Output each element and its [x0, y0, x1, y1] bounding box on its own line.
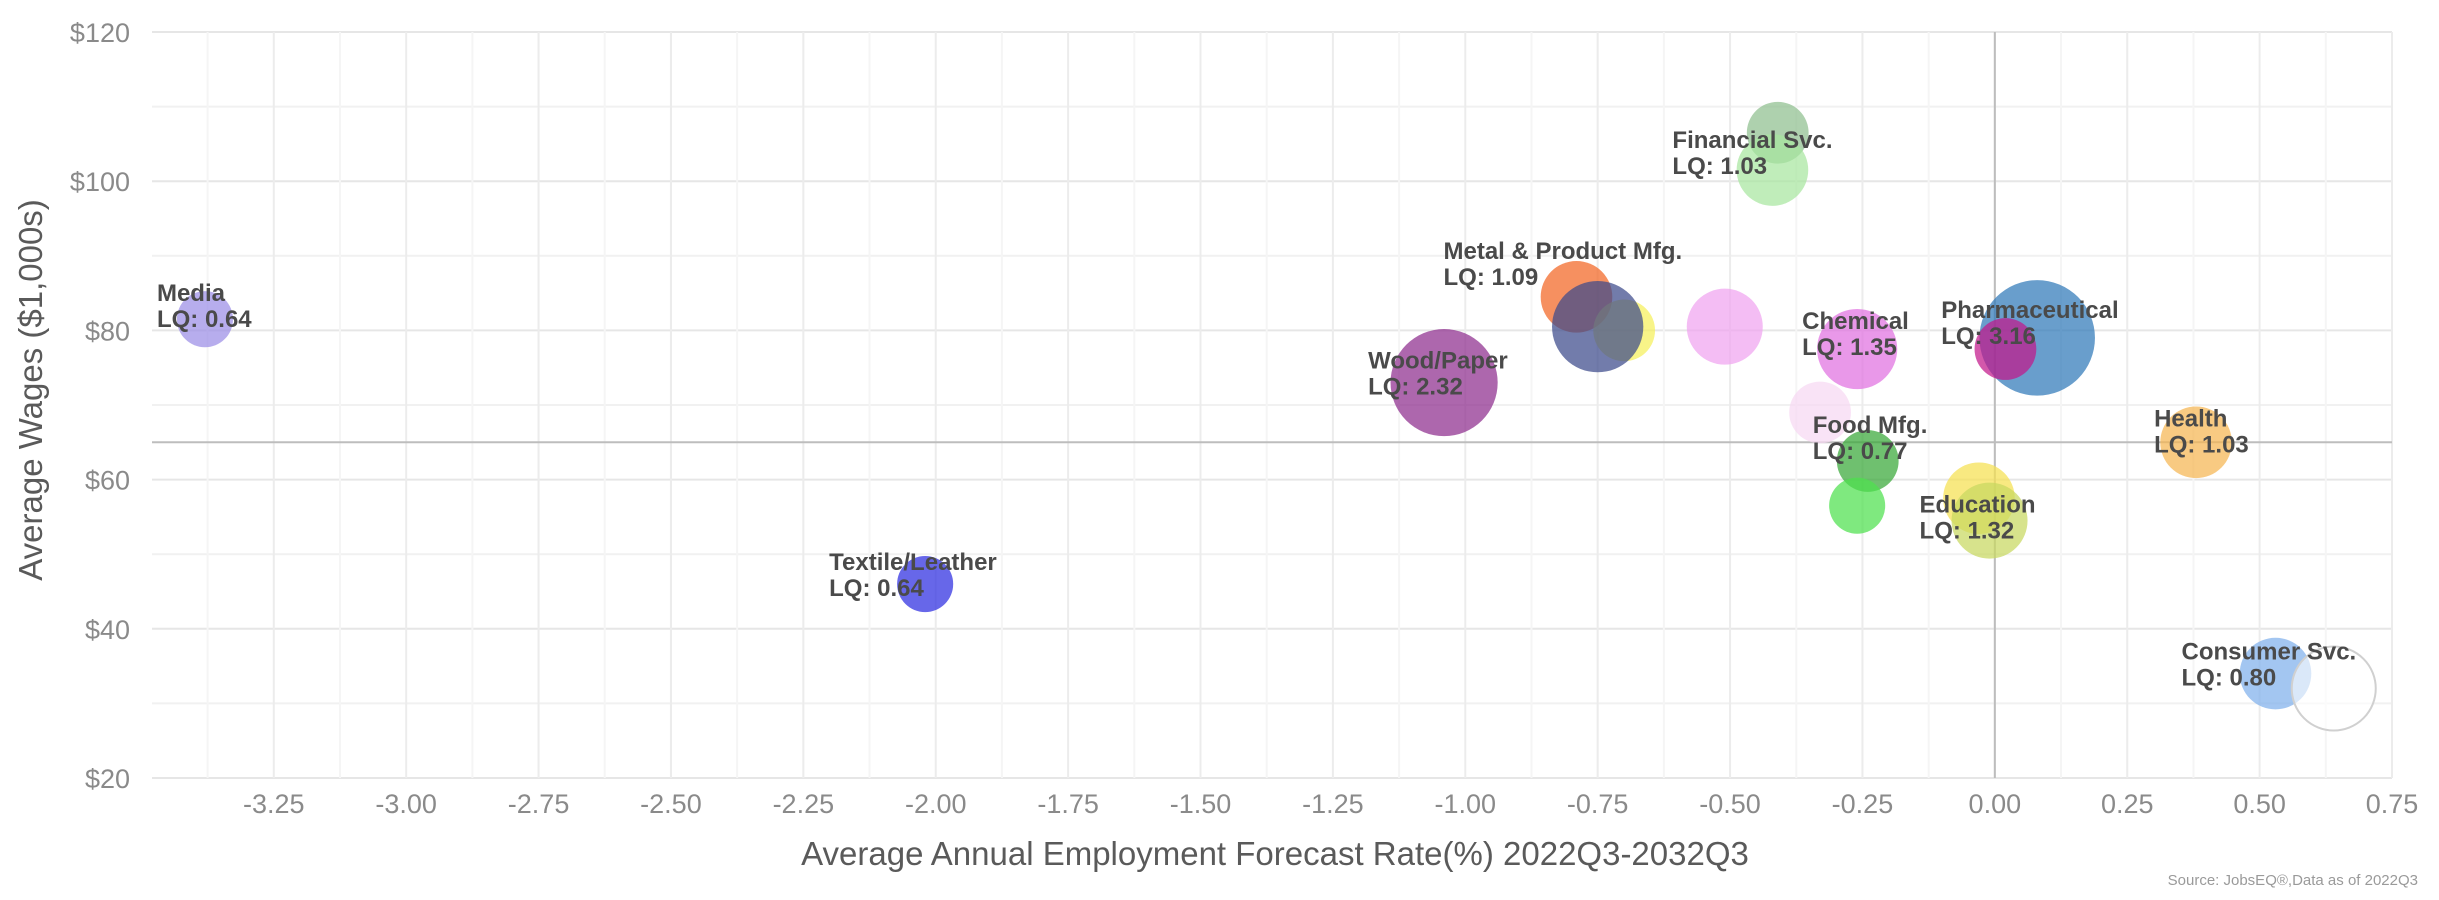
y-tick-label: $60 — [85, 466, 130, 496]
bubble-point — [1829, 477, 1886, 534]
x-tick-label: -2.00 — [905, 789, 967, 819]
bubble-label-name: Chemical — [1802, 308, 1909, 335]
bubble-point — [1974, 318, 2037, 380]
x-tick-label: -2.50 — [640, 789, 702, 819]
x-tick-label: -1.25 — [1302, 789, 1364, 819]
x-tick-label: -0.75 — [1567, 789, 1629, 819]
bubble-point — [1686, 288, 1763, 365]
x-tick-label: -3.00 — [375, 789, 437, 819]
x-tick-label: -2.25 — [773, 789, 835, 819]
y-tick-label: $100 — [70, 167, 130, 197]
x-tick-label: -1.50 — [1170, 789, 1232, 819]
x-axis-title: Average Annual Employment Forecast Rate(… — [801, 835, 1749, 872]
x-tick-label: -1.00 — [1435, 789, 1497, 819]
bubble-point — [1836, 430, 1899, 492]
bubble-point — [1390, 329, 1498, 437]
reference-lines — [152, 32, 2392, 778]
bubble-label-lq: LQ: 1.03 — [2154, 431, 2249, 458]
bubble-label-name: Pharmaceutical — [1941, 297, 2118, 324]
bubble-label-name: Textile/Leather — [829, 549, 997, 576]
y-tick-label: $20 — [85, 764, 130, 794]
bubble-label-lq: LQ: 0.64 — [157, 306, 252, 333]
axis-ticks: -3.25 -3.00 -2.75 -2.50 -2.25 -2.00 -1.75 -1.50… — [70, 18, 2418, 819]
x-tick-label: -0.25 — [1832, 789, 1894, 819]
bubble-label-name: Food Mfg. — [1813, 412, 1928, 439]
y-tick-label: $120 — [70, 18, 130, 48]
x-tick-label: 0.75 — [2366, 789, 2419, 819]
bubble-label-name: Wood/Paper — [1368, 348, 1508, 375]
x-tick-label: -0.50 — [1699, 789, 1761, 819]
bubble-label-lq: LQ: 0.77 — [1813, 438, 1908, 465]
bubble-label-lq: LQ: 1.35 — [1802, 334, 1897, 361]
x-tick-label: 0.00 — [1969, 789, 2022, 819]
bubble-point — [176, 291, 233, 348]
bubble-point — [1817, 308, 1898, 390]
x-tick-label: 0.25 — [2101, 789, 2154, 819]
bubble-point — [897, 555, 954, 613]
bubble-label-name: Health — [2154, 405, 2227, 432]
y-tick-label: $40 — [85, 615, 130, 645]
bubble-label-name: Media — [157, 280, 226, 307]
grid-lines — [152, 31, 2393, 779]
bubble-label-name: Metal & Product Mfg. — [1443, 238, 1682, 265]
bubble-point — [2290, 645, 2377, 732]
y-tick-label: $80 — [85, 316, 130, 346]
bubble-label-lq: LQ: 0.80 — [2181, 665, 2276, 692]
y-axis-title: Average Wages ($1,000s) — [12, 199, 49, 581]
x-tick-label: -2.75 — [508, 789, 570, 819]
x-tick-label: -3.25 — [243, 789, 305, 819]
bubble-point — [1789, 381, 1851, 444]
x-tick-label: 0.50 — [2233, 789, 2286, 819]
bubble-label-lq: LQ: 1.03 — [1672, 153, 1767, 180]
bubble-label-lq: LQ: 1.09 — [1443, 264, 1538, 291]
x-tick-label: -1.75 — [1037, 789, 1099, 819]
bubble-label-name: Financial Svc. — [1672, 127, 1832, 154]
bubble-point — [1552, 281, 1644, 373]
bubble-label-lq: LQ: 3.16 — [1941, 323, 2036, 350]
bubble-point — [1951, 482, 2028, 559]
bubble-point — [2160, 406, 2232, 479]
bubble-point — [1736, 134, 1809, 206]
bubble-label-lq: LQ: 0.64 — [829, 575, 924, 602]
bubble-label-lq: LQ: 1.32 — [1920, 518, 2015, 545]
bubbles — [176, 101, 2377, 732]
source-note: Source: JobsEQ®,Data as of 2022Q3 — [2168, 872, 2418, 889]
bubble-label-name: Consumer Svc. — [2181, 639, 2356, 666]
bubble-label-lq: LQ: 2.32 — [1368, 374, 1463, 401]
bubble-label-name: Education — [1920, 492, 2036, 519]
